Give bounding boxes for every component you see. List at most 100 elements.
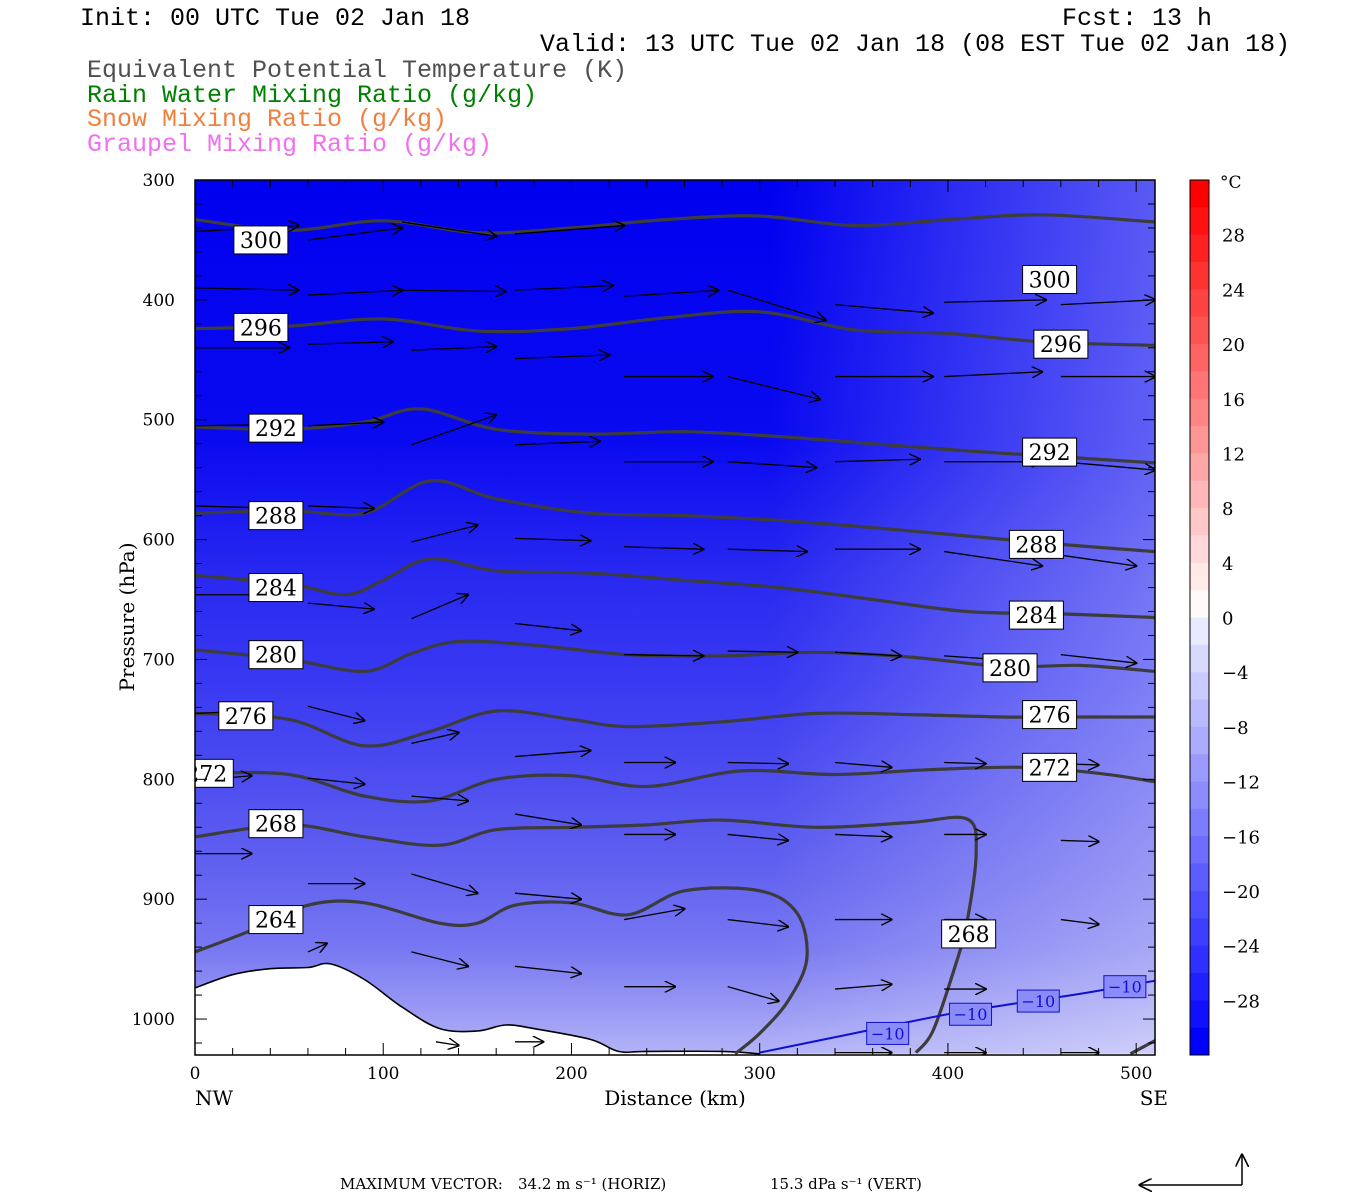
wind-vector xyxy=(834,652,901,656)
colorbar-swatch xyxy=(1190,644,1209,673)
colorbar-tick-label: −24 xyxy=(1222,937,1260,958)
wind-vector xyxy=(307,342,393,344)
plot-frame xyxy=(194,179,1156,1056)
theta-e-contour-264 xyxy=(195,886,809,1055)
colorbar-unit: °C xyxy=(1220,173,1242,193)
contour-label-box xyxy=(233,312,289,342)
wind-vector xyxy=(435,1042,459,1046)
contour-label-box xyxy=(248,501,304,531)
wind-vector xyxy=(727,549,807,551)
contour-label-box xyxy=(248,573,304,603)
colorbar-swatch xyxy=(1190,535,1209,564)
contour-label: 264 xyxy=(255,909,297,934)
contour-label: 268 xyxy=(948,923,990,948)
colorbar-tick-label: −12 xyxy=(1222,773,1260,794)
x-left-label: NW xyxy=(195,1086,234,1110)
wind-vector xyxy=(411,347,496,351)
contour-label-box xyxy=(1022,752,1078,782)
wind-vector xyxy=(402,290,506,291)
colorbar-swatch xyxy=(1190,945,1209,974)
wind-vector xyxy=(307,422,383,426)
theta-e-contour-284 xyxy=(195,557,1155,620)
x-tick-label: 400 xyxy=(932,1064,964,1084)
y-tick-label: 600 xyxy=(143,531,175,551)
contour-label-box xyxy=(233,225,289,255)
x-tick-label: 200 xyxy=(555,1064,587,1084)
colorbar-swatch xyxy=(1190,863,1209,892)
colorbar-tick-label: 0 xyxy=(1222,609,1233,630)
wind-vector xyxy=(624,909,684,921)
contour-label: 288 xyxy=(255,505,297,530)
contour-label: 268 xyxy=(255,813,297,838)
colorbar-swatch xyxy=(1190,289,1209,318)
colorbar-swatch xyxy=(1190,262,1209,290)
contour-label-box xyxy=(195,758,234,788)
y-tick-label: 900 xyxy=(143,890,175,910)
isotherm-label: −10 xyxy=(1021,992,1055,1011)
contour-label-box xyxy=(1022,264,1078,294)
contour-label-box xyxy=(248,413,304,443)
contour-label: 292 xyxy=(1029,441,1071,466)
wind-vector xyxy=(944,372,1042,377)
wind-vector xyxy=(727,986,779,1001)
wind-vector xyxy=(944,763,985,764)
legend-rain: Rain Water Mixing Ratio (g/kg) xyxy=(87,81,538,110)
wind-vector xyxy=(195,288,299,290)
wind-vector xyxy=(727,289,826,320)
colorbar-swatch xyxy=(1190,453,1209,482)
colorbar-swatch xyxy=(1190,207,1209,236)
theta-e-contour-288 xyxy=(195,479,1155,554)
colorbar-swatch xyxy=(1190,808,1209,837)
isotherm-label-box xyxy=(866,1021,910,1045)
wind-vector xyxy=(514,538,590,540)
contour-label-box xyxy=(1008,529,1064,559)
contour-label-box xyxy=(248,640,304,670)
isotherm-label-box xyxy=(1016,989,1060,1013)
init-time: Init: 00 UTC Tue 02 Jan 18 xyxy=(80,4,471,33)
contour-label: 276 xyxy=(1029,704,1071,729)
forecast-hour: Fcst: 13 h xyxy=(1062,4,1213,33)
colorbar-swatch xyxy=(1190,508,1209,536)
contour-label: 284 xyxy=(1015,604,1057,629)
colorbar-swatch xyxy=(1190,918,1209,947)
y-tick-label: 1000 xyxy=(132,1010,175,1030)
contour-label-box xyxy=(982,653,1038,683)
theta-e-contour-296 xyxy=(195,309,1155,347)
wind-vector xyxy=(514,622,581,630)
contour-label: 284 xyxy=(255,577,297,602)
valid-time: Valid: 13 UTC Tue 02 Jan 18 (08 EST Tue … xyxy=(540,30,1291,59)
wind-vector xyxy=(834,304,933,313)
y-tick-label: 400 xyxy=(143,291,175,311)
contour-label: 296 xyxy=(240,316,282,341)
colorbar-swatch xyxy=(1190,480,1209,509)
colorbar-frame xyxy=(1189,179,1210,1056)
isotherm-label-box xyxy=(949,1002,993,1026)
legend-graupel: Graupel Mixing Ratio (g/kg) xyxy=(87,130,493,159)
wind-vector xyxy=(834,763,891,768)
x-tick-label: 0 xyxy=(190,1064,201,1084)
wind-vector xyxy=(1060,554,1136,566)
wind-vector xyxy=(944,550,1042,566)
colorbar-swatch xyxy=(1190,590,1209,618)
colorbar-swatch xyxy=(1190,562,1209,591)
contour-label: 272 xyxy=(1029,756,1071,781)
wind-vector xyxy=(514,441,600,445)
colorbar-swatch xyxy=(1190,234,1209,263)
wind-vector xyxy=(307,603,374,609)
contour-label: 296 xyxy=(1040,333,1082,358)
wind-vector xyxy=(307,944,327,952)
colorbar-swatch xyxy=(1190,617,1209,646)
wind-vector xyxy=(307,290,402,295)
colorbar-swatch xyxy=(1190,972,1209,1001)
wind-vector xyxy=(624,547,703,549)
wind-vector xyxy=(514,355,609,359)
colorbar-tick-label: 16 xyxy=(1222,390,1245,411)
contour-label: 272 xyxy=(185,762,227,787)
wind-vector xyxy=(727,763,788,764)
wind-vector xyxy=(624,290,718,297)
colorbar-swatch xyxy=(1190,836,1209,865)
wind-vector xyxy=(514,893,581,899)
wind-vector xyxy=(727,918,788,927)
max-vector-label: MAXIMUM VECTOR: xyxy=(340,1175,503,1193)
wind-vector xyxy=(727,651,798,652)
